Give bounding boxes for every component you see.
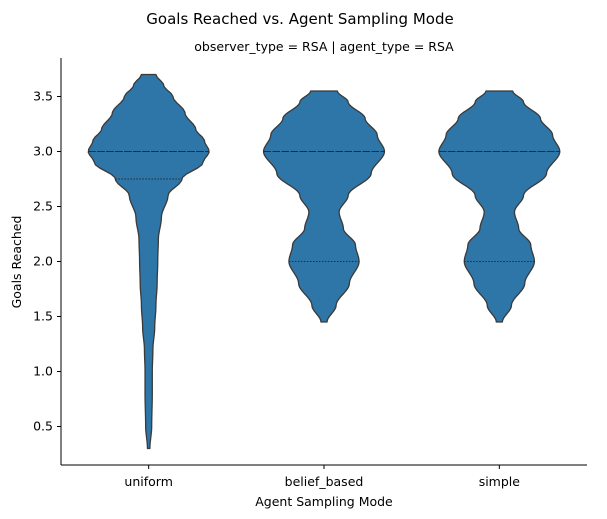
violins-layer <box>87 73 561 450</box>
y-tick-label: 1.0 <box>33 364 53 379</box>
axes-title: observer_type = RSA | agent_type = RSA <box>194 39 454 54</box>
violin-uniform <box>87 73 210 450</box>
y-tick-label: 2.5 <box>33 199 53 214</box>
x-ticks-layer: uniform belief_based simple <box>124 465 520 489</box>
x-axis-label: Agent Sampling Mode <box>255 494 393 509</box>
figure-suptitle: Goals Reached vs. Agent Sampling Mode <box>146 10 453 28</box>
y-tick-label: 0.5 <box>33 419 53 434</box>
violin-simple <box>438 90 561 323</box>
x-tick-label: simple <box>479 474 521 489</box>
y-tick-label: 3.0 <box>33 144 53 159</box>
y-axis-label: Goals Reached <box>9 216 24 309</box>
y-tick-label: 2.0 <box>33 254 53 269</box>
quartile-lines-layer <box>88 150 560 263</box>
y-tick-label: 1.5 <box>33 309 53 324</box>
y-ticks-layer: 0.5 1.0 1.5 2.0 2.5 3.0 3.5 <box>33 89 61 434</box>
x-tick-label: belief_based <box>285 474 364 489</box>
x-tick-label: uniform <box>124 474 172 489</box>
violin-belief_based <box>262 90 386 323</box>
y-tick-label: 3.5 <box>33 89 53 104</box>
